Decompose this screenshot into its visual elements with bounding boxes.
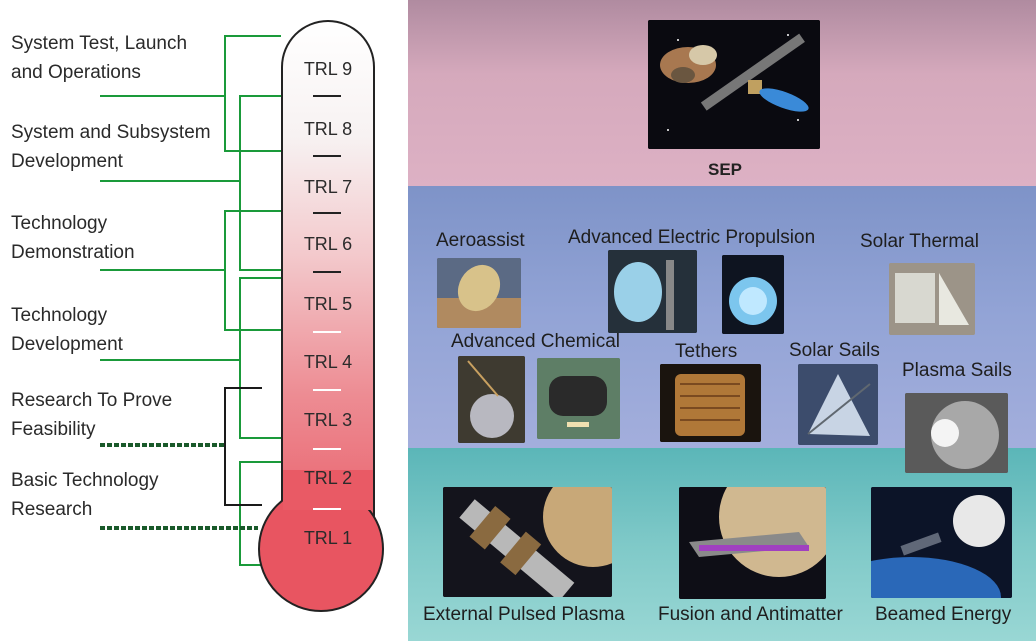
trl-separator [313, 448, 341, 450]
sep-image [648, 20, 820, 149]
thermometer-tube [281, 20, 375, 540]
solar-sails-image [798, 364, 878, 445]
sep-label: SEP [708, 160, 743, 179]
bracket-stage-4 [239, 277, 281, 439]
external-pulsed-plasma-image [443, 487, 612, 597]
advanced-electric-propulsion-label: Advanced Electric Propulsion [568, 227, 816, 248]
advanced-chemical-label: Advanced Chemical [451, 331, 620, 352]
plasma-sails-label: Plasma Sails [902, 360, 1012, 381]
stage-connector-lines [100, 35, 281, 566]
trl-9-label: TRL 9 [303, 59, 353, 79]
bracket-stage-2 [239, 95, 281, 271]
bracket-stage-6 [239, 461, 281, 566]
bracket-stage-5 [224, 387, 262, 506]
trl-3-label: TRL 3 [303, 410, 353, 430]
trl-1-label: TRL 1 [303, 528, 353, 548]
trl-separator [313, 155, 341, 157]
fusion-antimatter-label: Fusion and Antimatter [658, 604, 843, 625]
trl-separator [313, 212, 341, 214]
trl-separator [313, 95, 341, 97]
thermometer-bulb-neck [283, 470, 373, 510]
beamed-energy-image [871, 487, 1012, 598]
trl-separator [313, 389, 341, 391]
trl-separator [313, 508, 341, 510]
stage-label-technology-demonstration: Technology Demonstration [11, 213, 135, 263]
bracket-stage-1 [224, 35, 281, 152]
stage-label-system-test: System Test, Launch and Operations [11, 33, 188, 83]
trl-separator [313, 331, 341, 333]
stage-label-technology-development: Technology Development [11, 305, 123, 355]
aeroassist-label: Aeroassist [436, 230, 525, 251]
beamed-energy-label: Beamed Energy [875, 604, 1012, 625]
trl-2-label: TRL 2 [303, 468, 353, 488]
advanced-chemical-image-2 [537, 358, 620, 439]
tethers-image [660, 364, 761, 442]
electric-propulsion-image-1 [608, 250, 697, 333]
stage-label-basic-research: Basic Technology Research [11, 470, 159, 520]
trl-8-label: TRL 8 [303, 119, 353, 139]
fusion-antimatter-image [679, 487, 826, 599]
aeroassist-image [437, 258, 521, 328]
tethers-label: Tethers [675, 341, 738, 362]
trl-6-label: TRL 6 [303, 234, 353, 254]
trl-5-label: TRL 5 [303, 294, 353, 314]
stage-label-system-development: System and Subsystem Development [11, 122, 211, 172]
bracket-stage-3 [224, 210, 281, 331]
stage-label-research-feasibility: Research To Prove Feasibility [11, 390, 173, 440]
trl-4-label: TRL 4 [303, 352, 353, 372]
plasma-sails-image [905, 393, 1008, 473]
solar-sails-label: Solar Sails [789, 340, 880, 361]
external-pulsed-plasma-label: External Pulsed Plasma [423, 604, 625, 625]
solar-thermal-image [889, 263, 975, 335]
solar-thermal-label: Solar Thermal [860, 231, 979, 252]
trl-7-label: TRL 7 [303, 177, 353, 197]
electric-propulsion-image-2 [722, 255, 784, 334]
trl-separator [313, 271, 341, 273]
advanced-chemical-image-1 [458, 356, 525, 443]
